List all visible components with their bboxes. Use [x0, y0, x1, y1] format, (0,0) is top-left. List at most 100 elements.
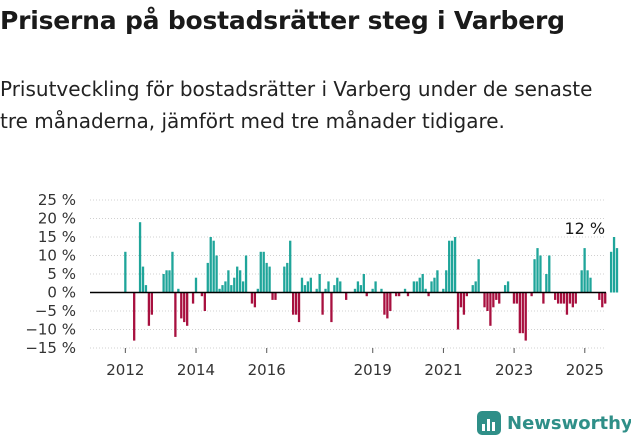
bar [286, 262, 289, 293]
y-tick-label: −5 % [35, 302, 76, 320]
bar [586, 270, 589, 293]
bar [339, 281, 342, 293]
bar [359, 285, 363, 293]
bar [474, 281, 477, 293]
bar [445, 270, 448, 293]
bar [262, 251, 265, 293]
bar [427, 292, 430, 297]
bar [318, 274, 321, 293]
bar [327, 281, 330, 293]
bar [568, 292, 572, 304]
bar [241, 281, 245, 293]
bar [315, 288, 318, 293]
bar [386, 292, 389, 319]
bar [186, 292, 189, 326]
bar [165, 270, 168, 293]
bar [356, 281, 360, 293]
chart-bars [90, 222, 619, 341]
bar [191, 292, 195, 304]
bar [515, 292, 519, 304]
y-tick-label: 25 % [38, 191, 76, 209]
bar [268, 266, 271, 293]
bar [256, 288, 259, 293]
bar [433, 277, 436, 293]
bar [562, 292, 566, 304]
bar [206, 262, 209, 293]
bar [580, 270, 583, 293]
y-tick-label: 5 % [47, 265, 76, 283]
bar [177, 288, 180, 293]
bar [180, 292, 183, 319]
y-tick-label: 20 % [38, 210, 76, 228]
bar [554, 292, 557, 300]
y-tick-label: 0 % [47, 284, 76, 302]
bar [300, 277, 304, 293]
bar [389, 292, 392, 311]
x-tick-label: 2025 [566, 361, 604, 379]
bar [456, 292, 460, 330]
bar [150, 292, 153, 315]
bar [227, 270, 230, 293]
x-tick-label: 2021 [424, 361, 462, 379]
bar [489, 292, 492, 326]
bar [383, 292, 386, 315]
bar [212, 240, 215, 293]
bar [138, 222, 142, 293]
bar [309, 277, 312, 293]
bar [518, 292, 521, 334]
bar [536, 248, 539, 293]
bar [203, 292, 206, 311]
bar [492, 292, 495, 308]
bar [512, 292, 516, 304]
bar [271, 292, 274, 300]
bar [542, 292, 545, 304]
bar [609, 251, 613, 293]
bar [524, 292, 527, 341]
bar [292, 292, 295, 315]
bar [215, 255, 218, 293]
chart-title: Priserna på bostadsrätter steg i Varberg [0, 6, 565, 35]
latest-value-annotation: 12 % [564, 219, 605, 238]
bar [412, 281, 416, 293]
bar [194, 277, 198, 293]
bar [345, 292, 348, 300]
bar [612, 237, 616, 293]
x-tick-label: 2014 [177, 361, 215, 379]
bar [336, 277, 339, 293]
bar [144, 285, 148, 293]
bar [424, 288, 427, 293]
y-tick-label: −10 % [25, 321, 76, 339]
bar [321, 292, 324, 315]
bar [498, 292, 501, 304]
bar [459, 292, 463, 308]
bar [236, 266, 239, 293]
bar [442, 288, 445, 293]
x-tick-label: 2012 [106, 361, 144, 379]
bar [403, 288, 407, 293]
bar [274, 292, 277, 300]
bar [230, 285, 233, 293]
bar [250, 292, 254, 304]
bar [483, 292, 486, 308]
x-tick-label: 2019 [354, 361, 392, 379]
bar [506, 281, 510, 293]
bar [477, 259, 480, 293]
y-tick-label: −15 % [25, 339, 76, 357]
bar [174, 292, 177, 337]
newsworthy-logo-icon [477, 411, 501, 435]
bar [571, 292, 574, 308]
price-change-bar-chart: 25 %20 %15 %10 %5 %0 %−5 %−10 %−15 % 201… [25, 191, 619, 379]
y-axis-labels: 25 %20 %15 %10 %5 %0 %−5 %−10 %−15 % [25, 191, 76, 357]
bar [353, 288, 357, 293]
bar [362, 274, 365, 293]
bar [239, 270, 242, 293]
chart-annotations: 12 % [564, 219, 605, 238]
bar [259, 251, 262, 293]
brand-name: Newsworthy [507, 412, 631, 434]
bar [171, 251, 174, 293]
bar [559, 292, 563, 304]
bar [539, 255, 542, 293]
bar [421, 274, 424, 293]
x-tick-label: 2016 [248, 361, 286, 379]
bar [365, 292, 368, 297]
